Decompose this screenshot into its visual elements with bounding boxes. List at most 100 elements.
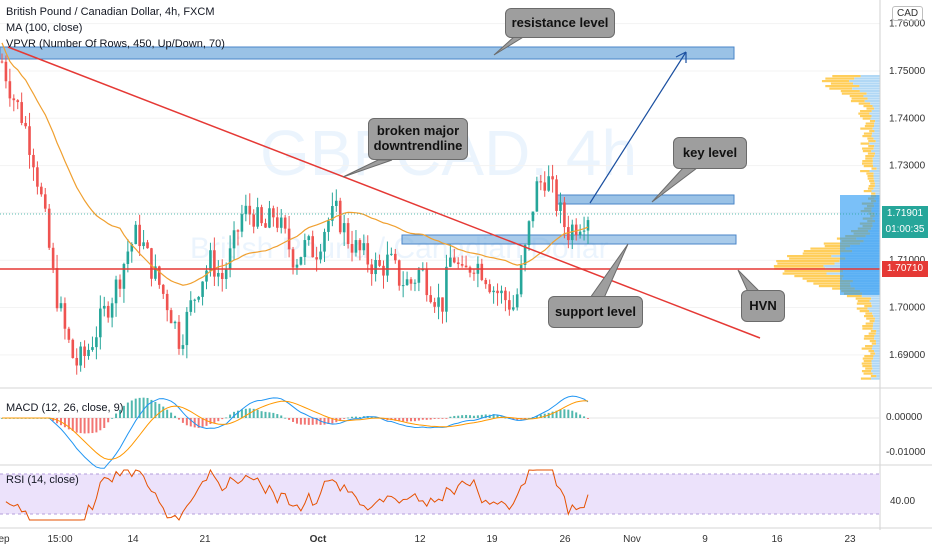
macd-histogram-bar bbox=[303, 418, 306, 425]
vpvr-bar-down bbox=[875, 120, 880, 123]
candle-body bbox=[519, 264, 523, 295]
vpvr-bar-up bbox=[867, 175, 874, 178]
vpvr-bar-up bbox=[870, 352, 876, 355]
candle-body bbox=[303, 240, 307, 258]
vpvr-bar-down bbox=[867, 307, 880, 310]
macd-histogram-bar bbox=[492, 414, 495, 418]
time-axis: ep 15:00 14 21 Oct 12 19 26 Nov 9 16 23 bbox=[0, 534, 856, 545]
trendline-label[interactable]: broken major downtrendline bbox=[368, 118, 468, 160]
macd-histogram-bar bbox=[421, 418, 424, 420]
symbol-legend[interactable]: British Pound / Canadian Dollar, 4h, FXC… bbox=[6, 6, 215, 18]
hvn-label[interactable]: HVN bbox=[741, 290, 785, 322]
vpvr-bar-up bbox=[871, 192, 876, 195]
candle-body bbox=[276, 217, 279, 228]
macd-histogram-bar bbox=[571, 410, 574, 418]
macd-histogram-bar bbox=[445, 418, 448, 419]
candle-body bbox=[393, 253, 397, 261]
vpvr-bar-up bbox=[862, 325, 873, 328]
candle-body bbox=[193, 299, 197, 301]
vpvr-bar-down bbox=[875, 340, 880, 343]
macd-histogram-bar bbox=[122, 405, 125, 418]
macd-histogram-bar bbox=[71, 418, 74, 431]
candle-body bbox=[67, 328, 71, 340]
candle-body bbox=[515, 294, 519, 308]
macd-histogram-bar bbox=[174, 415, 177, 418]
vpvr-bar-down bbox=[849, 80, 880, 83]
candle-body bbox=[567, 227, 570, 241]
vpvr-bar-up bbox=[840, 90, 860, 93]
candle-body bbox=[87, 349, 90, 357]
macd-legend[interactable]: MACD (12, 26, close, 9) bbox=[6, 402, 124, 414]
currency-button[interactable]: CAD bbox=[892, 6, 924, 21]
vpvr-bar-up bbox=[864, 335, 875, 338]
vpvr-bar-up bbox=[789, 257, 846, 260]
macd-histogram-bar bbox=[256, 409, 259, 418]
vpvr-bar-up bbox=[846, 295, 862, 298]
support-label[interactable]: support level bbox=[548, 296, 643, 328]
projection-arrow[interactable] bbox=[589, 51, 687, 204]
macd-histogram-bar bbox=[280, 415, 283, 418]
candle-body bbox=[535, 181, 539, 212]
macd-histogram-bar bbox=[496, 415, 499, 418]
vpvr-bar-down bbox=[874, 155, 880, 158]
candle-body bbox=[252, 214, 256, 227]
candle-body bbox=[464, 265, 468, 268]
candle-body bbox=[539, 181, 543, 183]
macd-histogram-bar bbox=[181, 418, 184, 423]
macd-signal-line bbox=[2, 400, 589, 460]
macd-histogram-bar bbox=[343, 418, 346, 419]
macd-histogram-bar bbox=[579, 414, 582, 418]
vpvr-bar-down bbox=[875, 352, 880, 355]
candle-body bbox=[130, 244, 134, 252]
downtrend-line[interactable] bbox=[7, 46, 761, 339]
vpvr-bar-down bbox=[871, 150, 880, 153]
vpvr-bar-up bbox=[858, 102, 871, 105]
line-price-tag: 1.70710 bbox=[882, 261, 928, 277]
ma-legend[interactable]: MA (100, close) bbox=[6, 22, 83, 34]
vpvr-bar-down bbox=[871, 135, 880, 138]
vpvr-bar-down bbox=[869, 300, 880, 303]
candle-body bbox=[338, 200, 342, 233]
candle-body bbox=[185, 311, 189, 346]
vpvr-bar-down bbox=[876, 375, 880, 378]
vpvr-bar-up bbox=[841, 92, 867, 95]
vpvr-bar-down bbox=[874, 125, 880, 128]
candle-body bbox=[433, 302, 436, 307]
macd-histogram-bar bbox=[374, 416, 377, 418]
candle-body bbox=[346, 223, 350, 244]
macd-histogram-bar bbox=[264, 411, 267, 418]
vpvr-bar-up bbox=[832, 75, 861, 78]
candle-body bbox=[452, 257, 456, 263]
vpvr-bar-up bbox=[802, 277, 843, 280]
candle-body bbox=[437, 297, 440, 307]
rsi-legend[interactable]: RSI (14, close) bbox=[6, 474, 79, 486]
candle-body bbox=[16, 100, 20, 103]
resistance-zone[interactable] bbox=[0, 46, 735, 60]
macd-histogram-bar bbox=[170, 412, 173, 418]
vpvr-bar-down bbox=[859, 85, 880, 88]
vpvr-bar-up bbox=[802, 252, 841, 255]
candle-body bbox=[578, 231, 582, 236]
macd-histogram-bar bbox=[539, 414, 542, 418]
key-level-label[interactable]: key level bbox=[673, 137, 747, 169]
candle-body bbox=[28, 126, 31, 155]
vpvr-legend[interactable]: VPVR (Number Of Rows, 450, Up/Down, 70) bbox=[6, 38, 225, 50]
resistance-label[interactable]: resistance level bbox=[505, 8, 615, 38]
macd-histogram-bar bbox=[555, 410, 558, 418]
key-level-zone[interactable] bbox=[556, 194, 735, 205]
macd-histogram-bar bbox=[457, 415, 460, 418]
macd-histogram-bar bbox=[91, 418, 94, 434]
macd-histogram-bar bbox=[551, 411, 554, 418]
vpvr-bar-up bbox=[855, 297, 872, 300]
macd-histogram-bar bbox=[52, 418, 55, 421]
macd-histogram-bar bbox=[559, 409, 562, 418]
vpvr-bar-down bbox=[854, 77, 880, 80]
vpvr-bar-up bbox=[868, 140, 876, 143]
vpvr-bar-down bbox=[871, 360, 880, 363]
price-tick-label: 1.73000 bbox=[889, 161, 926, 172]
macd-histogram-bar bbox=[236, 410, 239, 418]
price-tick-label: 1.71000 bbox=[889, 255, 926, 266]
macd-histogram-bar bbox=[295, 418, 298, 424]
vpvr-bar-down bbox=[874, 182, 880, 185]
